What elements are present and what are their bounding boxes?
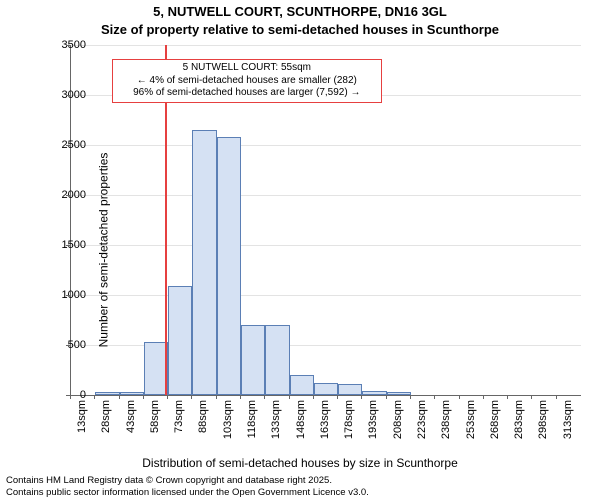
x-tick-label: 193sqm	[367, 400, 379, 446]
annotation-box: 5 NUTWELL COURT: 55sqm← 4% of semi-detac…	[112, 59, 382, 103]
x-tick-label: 28sqm	[100, 400, 112, 446]
gridline	[71, 145, 581, 146]
histogram-bar	[338, 384, 362, 395]
x-tick-label: 118sqm	[246, 400, 258, 446]
x-tick-mark	[361, 395, 362, 399]
histogram-bar	[168, 286, 192, 395]
y-tick-mark	[66, 295, 70, 296]
histogram-bar	[217, 137, 241, 395]
x-tick-label: 58sqm	[149, 400, 161, 446]
y-tick-mark	[66, 145, 70, 146]
x-tick-mark	[483, 395, 484, 399]
x-tick-label: 133sqm	[270, 400, 282, 446]
histogram-bar	[192, 130, 216, 395]
chart-title-sub: Size of property relative to semi-detach…	[0, 22, 600, 37]
x-tick-label: 208sqm	[392, 400, 404, 446]
histogram-bar	[387, 392, 411, 395]
x-tick-label: 73sqm	[173, 400, 185, 446]
x-tick-mark	[556, 395, 557, 399]
gridline	[71, 295, 581, 296]
x-tick-label: 253sqm	[465, 400, 477, 446]
plot-area: 5 NUTWELL COURT: 55sqm← 4% of semi-detac…	[70, 45, 581, 396]
annotation-line: 5 NUTWELL COURT: 55sqm	[117, 62, 377, 75]
x-tick-mark	[119, 395, 120, 399]
footer-line-2: Contains public sector information licen…	[6, 487, 369, 498]
gridline	[71, 45, 581, 46]
x-tick-mark	[216, 395, 217, 399]
x-tick-label: 283sqm	[513, 400, 525, 446]
x-tick-label: 223sqm	[416, 400, 428, 446]
x-tick-mark	[507, 395, 508, 399]
x-axis-label: Distribution of semi-detached houses by …	[0, 456, 600, 470]
chart-title-main: 5, NUTWELL COURT, SCUNTHORPE, DN16 3GL	[0, 4, 600, 19]
x-tick-label: 268sqm	[489, 400, 501, 446]
footer-line-1: Contains HM Land Registry data © Crown c…	[6, 475, 369, 486]
annotation-line: ← 4% of semi-detached houses are smaller…	[117, 75, 377, 88]
x-tick-mark	[459, 395, 460, 399]
x-tick-label: 43sqm	[125, 400, 137, 446]
gridline	[71, 245, 581, 246]
x-tick-mark	[191, 395, 192, 399]
histogram-bar	[120, 392, 144, 395]
x-tick-mark	[70, 395, 71, 399]
histogram-bar	[362, 391, 386, 395]
x-tick-mark	[167, 395, 168, 399]
x-tick-label: 238sqm	[440, 400, 452, 446]
x-tick-mark	[289, 395, 290, 399]
x-tick-mark	[337, 395, 338, 399]
x-tick-label: 88sqm	[197, 400, 209, 446]
x-tick-mark	[94, 395, 95, 399]
y-tick-mark	[66, 345, 70, 346]
x-tick-label: 13sqm	[76, 400, 88, 446]
histogram-bar	[95, 392, 119, 395]
x-tick-label: 148sqm	[295, 400, 307, 446]
y-tick-mark	[66, 195, 70, 196]
x-tick-mark	[313, 395, 314, 399]
x-tick-label: 298sqm	[537, 400, 549, 446]
chart-container: 5, NUTWELL COURT, SCUNTHORPE, DN16 3GL S…	[0, 0, 600, 500]
y-tick-mark	[66, 245, 70, 246]
y-tick-mark	[66, 95, 70, 96]
x-tick-label: 103sqm	[222, 400, 234, 446]
histogram-bar	[290, 375, 314, 395]
x-tick-mark	[410, 395, 411, 399]
gridline	[71, 195, 581, 196]
x-tick-label: 163sqm	[319, 400, 331, 446]
histogram-bar	[314, 383, 338, 395]
histogram-bar	[241, 325, 265, 395]
footer-attribution: Contains HM Land Registry data © Crown c…	[6, 475, 369, 498]
x-tick-mark	[143, 395, 144, 399]
y-tick-mark	[66, 45, 70, 46]
x-tick-label: 178sqm	[343, 400, 355, 446]
x-tick-mark	[434, 395, 435, 399]
x-tick-mark	[264, 395, 265, 399]
histogram-bar	[265, 325, 289, 395]
x-tick-label: 313sqm	[562, 400, 574, 446]
x-tick-mark	[386, 395, 387, 399]
annotation-line: 96% of semi-detached houses are larger (…	[117, 87, 377, 100]
x-tick-mark	[240, 395, 241, 399]
x-tick-mark	[531, 395, 532, 399]
